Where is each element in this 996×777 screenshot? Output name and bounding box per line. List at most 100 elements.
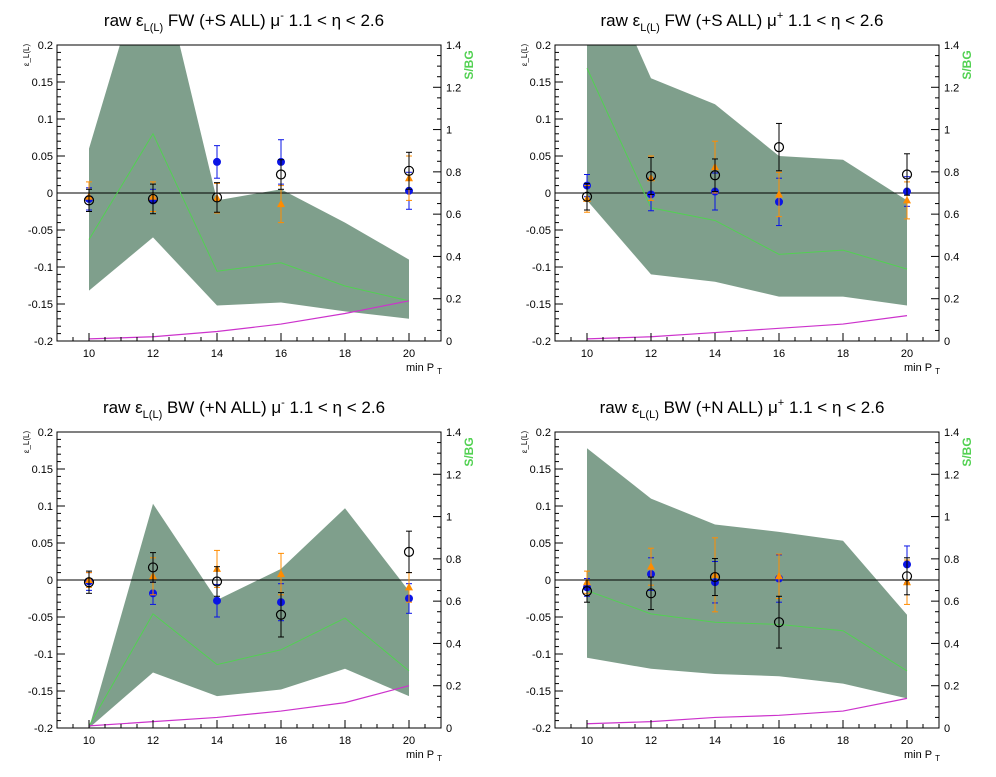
- x-tick-label: 12: [645, 735, 657, 747]
- x-tick-label: 12: [147, 348, 159, 360]
- data-point-black: [709, 170, 721, 181]
- x-tick-label: 12: [147, 735, 159, 747]
- y2-tick-label: 1: [446, 512, 452, 524]
- y-tick-label: 0: [545, 188, 551, 200]
- chart-panel: 10 12 14 16 18 20-0.2-0.15-0.1-0.0500.050.10.…: [520, 397, 974, 763]
- y2-tick-label: 0.4: [446, 638, 461, 650]
- data-point-black: [645, 588, 657, 599]
- data-point-blue: [213, 157, 221, 166]
- y2-tick-label: 1.2: [944, 469, 959, 481]
- y-tick-label: -0.1: [34, 649, 53, 661]
- y-tick-label: -0.05: [526, 225, 551, 237]
- x-tick-label: 16: [275, 348, 287, 360]
- y-tick-label: 0.1: [536, 501, 551, 513]
- y-tick-label: 0.2: [38, 40, 53, 52]
- x-tick-label: 10: [581, 348, 593, 360]
- data-point-black: [581, 191, 593, 202]
- y-tick-label: -0.15: [526, 299, 551, 311]
- data-point-orange: [775, 571, 783, 580]
- y-tick-label: -0.05: [28, 225, 53, 237]
- magenta-line: [88, 300, 410, 340]
- y2-tick-label: 1: [446, 125, 452, 137]
- y-tick-label: -0.2: [34, 336, 53, 348]
- x-tick-label: 20: [901, 348, 913, 360]
- y-tick-label: -0.1: [34, 262, 53, 274]
- y-tick-label: -0.1: [532, 262, 551, 274]
- y-tick-label: 0.2: [38, 427, 53, 439]
- data-point-orange: [405, 582, 413, 591]
- y2-tick-label: 1: [944, 125, 950, 137]
- data-point-black: [403, 546, 415, 557]
- x-tick-label: 14: [709, 348, 721, 360]
- y-tick-label: 0.2: [536, 427, 551, 439]
- y2-tick-label: 1.4: [944, 427, 959, 439]
- x-tick-label: 18: [837, 348, 849, 360]
- y2-tick-label: 1.2: [446, 82, 461, 94]
- data-point-black: [275, 609, 287, 620]
- y2-tick-label: 0.6: [446, 596, 461, 608]
- x-tick-label: 14: [211, 348, 223, 360]
- y-tick-label: 0.15: [32, 77, 53, 89]
- y-tick-label: -0.1: [532, 649, 551, 661]
- uncertainty-band: [587, 448, 907, 699]
- y-tick-label: -0.05: [28, 612, 53, 624]
- plot-area: [555, 45, 939, 340]
- y2-tick-label: 1.2: [446, 469, 461, 481]
- y-tick-label: -0.2: [34, 723, 53, 735]
- data-point-black: [147, 562, 159, 573]
- y-tick-label: 0.05: [530, 151, 551, 163]
- data-point-orange: [277, 569, 285, 578]
- y2-axis-label: S/BG: [462, 50, 476, 79]
- data-point-black: [211, 192, 223, 203]
- data-point-black: [645, 170, 657, 182]
- y-tick-label: 0.1: [536, 114, 551, 126]
- y2-tick-label: 1: [944, 512, 950, 524]
- x-tick-label: 20: [403, 735, 415, 747]
- y2-axis-label: S/BG: [462, 437, 476, 466]
- plot-area: [555, 448, 939, 725]
- data-point-black: [901, 571, 913, 582]
- chart-title: raw εL(L) FW (+S ALL) μ+ 1.1 < η < 2.6: [601, 10, 884, 34]
- y2-tick-label: 1.4: [944, 40, 959, 52]
- y2-tick-label: 0.8: [446, 554, 461, 566]
- y2-tick-label: 0: [944, 723, 950, 735]
- y-tick-label: 0: [47, 188, 53, 200]
- x-tick-label: 20: [901, 735, 913, 747]
- y-tick-label: 0.05: [530, 538, 551, 550]
- chart-title: raw εL(L) BW (+N ALL) μ- 1.1 < η < 2.6: [103, 397, 385, 421]
- x-tick-label: 20: [403, 348, 415, 360]
- y2-tick-label: 0.6: [944, 209, 959, 221]
- data-point-black: [147, 193, 159, 205]
- y2-axis-label: S/BG: [960, 50, 974, 79]
- data-point-black: [709, 571, 721, 583]
- y-tick-label: 0.1: [38, 114, 53, 126]
- y-tick-label: -0.15: [28, 299, 53, 311]
- data-point-orange: [647, 562, 655, 570]
- y2-tick-label: 0.4: [446, 251, 461, 263]
- y2-tick-label: 1.4: [446, 40, 461, 52]
- y-tick-label: -0.2: [532, 723, 551, 735]
- y2-tick-label: 1.2: [944, 82, 959, 94]
- y2-tick-label: 0.2: [944, 294, 959, 306]
- chart-panel: 10 12 14 16 18 20-0.2-0.15-0.1-0.0500.050.10.…: [22, 10, 476, 376]
- x-tick-label: 18: [837, 735, 849, 747]
- y2-tick-label: 1.4: [446, 427, 461, 439]
- y2-tick-label: 0.4: [944, 251, 959, 263]
- data-point-black: [581, 585, 593, 597]
- x-tick-label: 18: [339, 735, 351, 747]
- data-point-black: [901, 169, 913, 180]
- magenta-line: [88, 685, 410, 727]
- data-point-black: [83, 195, 95, 206]
- sbg-line: [586, 590, 908, 672]
- data-point-orange: [775, 189, 783, 198]
- y2-tick-label: 0.2: [446, 681, 461, 693]
- y-tick-label: 0.15: [530, 77, 551, 89]
- y-tick-label: 0.05: [32, 538, 53, 550]
- y-tick-label: -0.2: [532, 336, 551, 348]
- y-axis-label: ε_L(L): [520, 44, 529, 67]
- uncertainty-band: [89, 45, 409, 319]
